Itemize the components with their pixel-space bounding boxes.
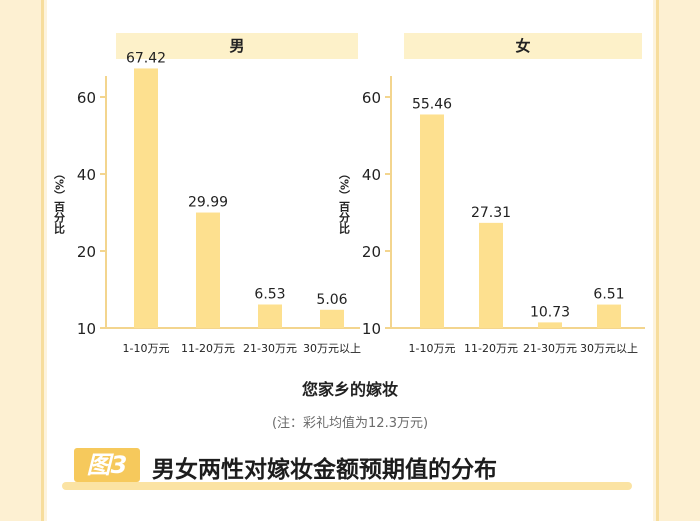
x-tick-label: 21-30万元	[523, 342, 577, 355]
y-tick-label: 10	[77, 320, 96, 338]
y-tick-label: 40	[362, 166, 381, 184]
bar	[196, 212, 220, 328]
x-tick-label: 21-30万元	[243, 342, 297, 355]
x-tick-label: 11-20万元	[181, 342, 235, 355]
y-axis-label: （%）百分比	[338, 168, 352, 235]
x-tick-label: 30万元以上	[303, 342, 361, 355]
x-tick-label: 1-10万元	[123, 342, 170, 355]
y-tick-label: 60	[362, 89, 381, 107]
x-tick-label: 30万元以上	[580, 342, 638, 355]
x-axis-caption: 您家乡的嫁妆	[301, 380, 398, 399]
bar	[420, 114, 444, 328]
right-decorative-stripe	[656, 0, 700, 521]
data-label: 29.99	[188, 195, 228, 211]
y-tick-label: 20	[77, 243, 96, 261]
data-label: 10.73	[530, 304, 570, 320]
chart-1: 男 10 20 40 60 （%）百分比 67.42 1-10万元 29.99 11-20万元 6.…	[53, 33, 361, 355]
bar	[134, 68, 158, 329]
x-tick-label: 11-20万元	[464, 342, 518, 355]
data-label: 55.46	[412, 96, 452, 112]
figure-title: 男女两性对嫁妆金额预期值的分布	[152, 457, 497, 483]
bar-charts: 男 10 20 40 60 （%）百分比 67.42 1-10万元 29.99 11-20万元 6.…	[53, 33, 645, 355]
chart-title: 男	[229, 37, 244, 55]
bar	[320, 309, 344, 328]
figure-banner: 图3 男女两性对嫁妆金额预期值的分布	[62, 446, 632, 490]
data-label: 27.31	[471, 205, 511, 221]
y-axis-label: （%）百分比	[53, 168, 67, 235]
bar	[258, 304, 282, 328]
data-label: 5.06	[316, 292, 347, 308]
x-tick-label: 1-10万元	[409, 342, 456, 355]
chart-header	[116, 33, 358, 59]
banner-underline	[62, 482, 632, 490]
y-tick-label: 40	[77, 166, 96, 184]
bar	[479, 222, 503, 328]
chart-title: 女	[515, 37, 530, 55]
left-decorative-stripe	[0, 0, 44, 521]
data-label: 6.53	[254, 286, 285, 302]
bar	[538, 322, 562, 328]
chart-2: 女 10 20 40 60 （%）百分比 55.46 1-10万元 27.31 11-20万元 10…	[338, 33, 645, 355]
data-label: 67.42	[126, 50, 166, 66]
chart-header	[404, 33, 642, 59]
figure-number-badge: 图3	[74, 448, 140, 482]
y-tick-label: 60	[77, 89, 96, 107]
bar	[597, 304, 621, 328]
footnote: (注：彩礼均值为12.3万元)	[271, 416, 429, 431]
y-tick-label: 20	[362, 243, 381, 261]
y-tick-label: 10	[362, 320, 381, 338]
data-label: 6.51	[593, 287, 624, 303]
